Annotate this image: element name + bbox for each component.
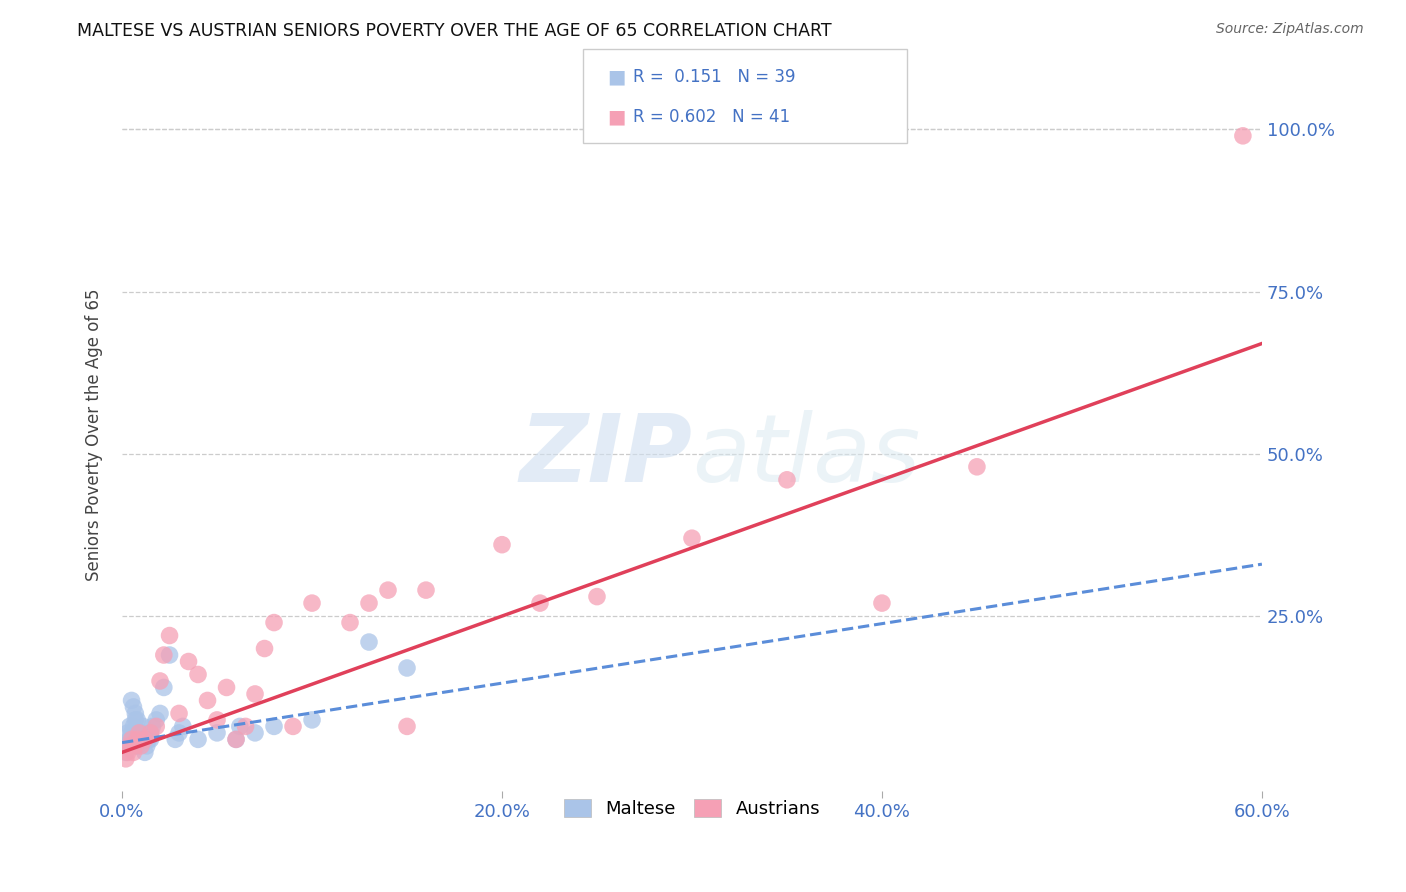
- Point: [966, 459, 988, 474]
- Point: [243, 726, 266, 740]
- Text: Source: ZipAtlas.com: Source: ZipAtlas.com: [1216, 22, 1364, 37]
- Point: [243, 687, 266, 701]
- Point: [187, 667, 209, 681]
- Point: [263, 719, 285, 733]
- Point: [357, 596, 380, 610]
- Point: [263, 615, 285, 630]
- Point: [115, 752, 138, 766]
- Point: [153, 681, 176, 695]
- Point: [395, 661, 418, 675]
- Point: [129, 739, 152, 753]
- Point: [177, 655, 200, 669]
- Point: [139, 732, 162, 747]
- Point: [205, 713, 228, 727]
- Point: [128, 732, 150, 747]
- Point: [124, 713, 146, 727]
- Point: [153, 648, 176, 662]
- Point: [301, 713, 323, 727]
- Point: [139, 726, 162, 740]
- Point: [132, 719, 155, 733]
- Point: [225, 732, 247, 747]
- Point: [377, 583, 399, 598]
- Point: [159, 648, 181, 662]
- Point: [215, 681, 238, 695]
- Point: [415, 583, 437, 598]
- Point: [229, 719, 252, 733]
- Point: [149, 673, 172, 688]
- Point: [1232, 128, 1254, 143]
- Point: [281, 719, 304, 733]
- Point: [135, 739, 157, 753]
- Point: [187, 732, 209, 747]
- Point: [141, 719, 163, 733]
- Point: [529, 596, 551, 610]
- Point: [117, 739, 139, 753]
- Point: [124, 706, 146, 721]
- Legend: Maltese, Austrians: Maltese, Austrians: [557, 791, 827, 825]
- Point: [121, 726, 143, 740]
- Point: [205, 726, 228, 740]
- Point: [118, 732, 141, 747]
- Point: [339, 615, 361, 630]
- Text: MALTESE VS AUSTRIAN SENIORS POVERTY OVER THE AGE OF 65 CORRELATION CHART: MALTESE VS AUSTRIAN SENIORS POVERTY OVER…: [77, 22, 832, 40]
- Text: R =  0.151   N = 39: R = 0.151 N = 39: [633, 69, 796, 87]
- Point: [776, 473, 799, 487]
- Point: [121, 732, 143, 747]
- Point: [118, 719, 141, 733]
- Point: [122, 745, 145, 759]
- Point: [681, 531, 703, 545]
- Point: [139, 726, 162, 740]
- Point: [117, 726, 139, 740]
- Point: [165, 732, 187, 747]
- Point: [149, 706, 172, 721]
- Point: [870, 596, 893, 610]
- Text: atlas: atlas: [692, 410, 920, 501]
- Point: [395, 719, 418, 733]
- Point: [167, 726, 190, 740]
- Text: ZIP: ZIP: [519, 409, 692, 502]
- Point: [167, 706, 190, 721]
- Point: [301, 596, 323, 610]
- Point: [253, 641, 276, 656]
- Point: [172, 719, 194, 733]
- Text: ■: ■: [607, 68, 626, 87]
- Point: [159, 628, 181, 642]
- Point: [122, 700, 145, 714]
- Text: ■: ■: [607, 108, 626, 127]
- Point: [122, 719, 145, 733]
- Point: [134, 732, 156, 747]
- Point: [197, 693, 219, 707]
- Point: [586, 590, 609, 604]
- Point: [124, 739, 146, 753]
- Text: R = 0.602   N = 41: R = 0.602 N = 41: [633, 108, 790, 126]
- Y-axis label: Seniors Poverty Over the Age of 65: Seniors Poverty Over the Age of 65: [86, 288, 103, 581]
- Point: [117, 745, 139, 759]
- Point: [128, 726, 150, 740]
- Point: [118, 739, 141, 753]
- Point: [138, 732, 160, 747]
- Point: [225, 732, 247, 747]
- Point: [127, 739, 149, 753]
- Point: [145, 713, 167, 727]
- Point: [127, 732, 149, 747]
- Point: [134, 745, 156, 759]
- Point: [357, 635, 380, 649]
- Point: [127, 713, 149, 727]
- Point: [121, 732, 143, 747]
- Point: [235, 719, 257, 733]
- Point: [115, 745, 138, 759]
- Point: [491, 538, 513, 552]
- Point: [129, 726, 152, 740]
- Point: [121, 693, 143, 707]
- Point: [145, 719, 167, 733]
